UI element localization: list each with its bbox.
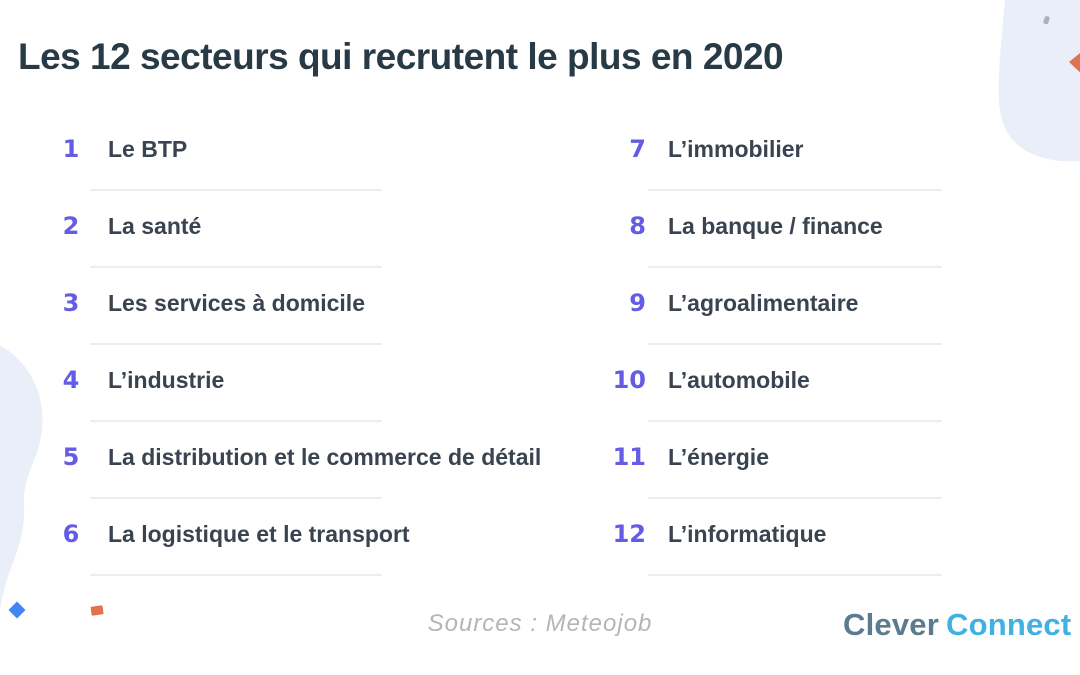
sector-row: 11 L’énergie xyxy=(598,430,948,507)
sector-number: 7 xyxy=(629,135,646,163)
sector-rowline: 2 La santé xyxy=(58,199,398,253)
sector-label: La banque / finance xyxy=(668,212,883,239)
row-divider xyxy=(648,420,942,422)
sector-label: La logistique et le transport xyxy=(108,520,410,547)
sector-rowline: 3 Les services à domicile xyxy=(58,276,398,330)
sector-row: 1 Le BTP xyxy=(58,122,398,199)
sector-number: 9 xyxy=(629,289,646,317)
sector-label: La santé xyxy=(108,212,202,239)
sector-number: 4 xyxy=(62,366,80,394)
row-divider xyxy=(90,266,382,268)
sector-rowline: 9 L’agroalimentaire xyxy=(598,276,948,330)
blob-top-right xyxy=(998,0,1080,162)
sector-rowline: 7 L’immobilier xyxy=(598,122,948,176)
sector-rowline: 10 L’automobile xyxy=(598,353,948,407)
sector-row: 5 La distribution et le commerce de détai… xyxy=(58,430,542,507)
orange-triangle-icon xyxy=(1069,52,1080,73)
sector-label: Les services à domicile xyxy=(108,289,365,316)
sector-rowline: 8 La banque / finance xyxy=(598,199,948,253)
row-divider xyxy=(648,266,942,268)
sector-row: 4 L’industrie xyxy=(58,353,398,430)
row-divider xyxy=(648,574,942,576)
brand-logo-clever: Clever xyxy=(843,607,939,642)
row-divider xyxy=(648,343,942,345)
sector-row: 8 La banque / finance xyxy=(598,199,948,276)
sector-label: L’énergie xyxy=(668,443,769,470)
page-title: Les 12 secteurs qui recrutent le plus en… xyxy=(18,36,784,77)
source-attribution: Sources : Meteojob xyxy=(427,610,653,637)
sector-label: La distribution et le commerce de détail xyxy=(108,443,542,470)
sector-rowline: 1 Le BTP xyxy=(58,122,398,176)
sector-row: 10 L’automobile xyxy=(598,353,948,430)
sector-number: 5 xyxy=(62,443,80,471)
sector-rowline: 6 La logistique et le transport xyxy=(58,507,410,561)
sector-row: 2 La santé xyxy=(58,199,398,276)
gray-dot-icon xyxy=(1043,16,1050,25)
sector-row: 6 La logistique et le transport xyxy=(58,507,410,584)
sector-number: 1 xyxy=(62,135,80,163)
sector-row: 9 L’agroalimentaire xyxy=(598,276,948,353)
sector-number: 8 xyxy=(629,212,646,240)
sector-label: Le BTP xyxy=(108,135,188,162)
sector-number: 6 xyxy=(62,520,80,548)
sector-number: 3 xyxy=(62,289,80,317)
row-divider xyxy=(90,497,382,499)
sector-label: L’immobilier xyxy=(668,135,804,162)
sector-rowline: 5 La distribution et le commerce de détai… xyxy=(58,430,542,484)
sector-number: 10 xyxy=(612,366,646,394)
row-divider xyxy=(90,574,382,576)
row-divider xyxy=(90,189,382,191)
row-divider xyxy=(90,343,382,345)
sector-label: L’automobile xyxy=(668,366,810,393)
row-divider xyxy=(90,420,382,422)
sector-number: 2 xyxy=(62,212,80,240)
sector-rowline: 11 L’énergie xyxy=(598,430,948,484)
sector-rowline: 4 L’industrie xyxy=(58,353,398,407)
orange-square-icon xyxy=(90,605,104,616)
sector-number: 12 xyxy=(612,520,646,548)
sector-label: L’agroalimentaire xyxy=(668,289,859,316)
row-divider xyxy=(648,497,942,499)
blue-diamond-icon xyxy=(8,601,26,619)
sector-row: 12 L’informatique xyxy=(598,507,948,584)
sector-label: L’industrie xyxy=(108,366,225,393)
sector-row: 3 Les services à domicile xyxy=(58,276,398,353)
blob-bottom-left xyxy=(0,345,43,609)
brand-logo-connect: Connect xyxy=(946,607,1072,642)
sector-number: 11 xyxy=(612,443,646,471)
row-divider xyxy=(648,189,942,191)
sector-list-right: 7 L’immobilier 8 La banque / finance 9 L’agro… xyxy=(598,122,948,584)
sector-row: 7 L’immobilier xyxy=(598,122,948,199)
sector-rowline: 12 L’informatique xyxy=(598,507,948,561)
brand-logo: Clever Connect xyxy=(843,607,1071,643)
sector-label: L’informatique xyxy=(668,520,827,547)
sector-list-left: 1 Le BTP 2 La santé 3 Les services à domicile… xyxy=(58,122,542,584)
